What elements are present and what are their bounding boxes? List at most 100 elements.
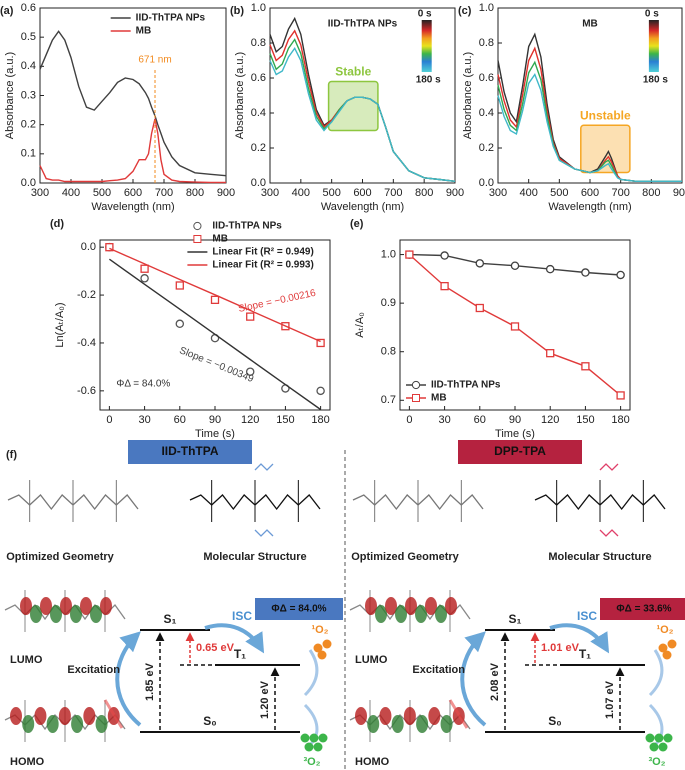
light-beam [448, 699, 469, 729]
x-tick-label: 300 [261, 187, 279, 199]
annotation: Slope = −0.00349 [178, 345, 256, 385]
marker [545, 264, 555, 274]
x-tick-label: 0 [406, 414, 412, 426]
x-axis-label: Time (s) [495, 428, 535, 440]
series-line [108, 258, 322, 411]
marker [175, 319, 185, 329]
gap-t1-s0: 1.20 eV [259, 680, 271, 719]
scheme-right: DPP-TPA Optimized Geometry Molecular Struc… [349, 440, 685, 768]
geometry-caption: Optimized Geometry [351, 551, 459, 563]
orbital [58, 707, 71, 725]
colorbar [648, 20, 659, 72]
orbital [46, 715, 59, 733]
orbital [355, 707, 367, 725]
legend-label: MB [431, 393, 447, 404]
x-axis-label: Wavelength (nm) [548, 201, 631, 213]
o2-dot [300, 733, 310, 743]
t1-label: T₁ [579, 647, 591, 661]
orbital [80, 597, 92, 615]
x-tick-label: 180 [311, 414, 329, 426]
phi-box [255, 598, 343, 620]
orbital [385, 597, 397, 615]
x-tick-label: 180 [611, 414, 629, 426]
title-box [458, 440, 582, 464]
o2-dot [662, 650, 672, 660]
o2-dot [322, 639, 332, 649]
peak-label: 671 nm [138, 55, 171, 66]
legend-label: IID-ThTPA NPs [212, 221, 282, 232]
legend-label: IID-ThTPA NPs [431, 380, 501, 391]
title-box [128, 440, 252, 464]
x-tick-label: 500 [550, 187, 568, 199]
y-tick-label: 0.9 [381, 297, 396, 309]
excitation-arrow [460, 631, 487, 727]
x-tick-label: 120 [241, 414, 259, 426]
isc-arrow [204, 623, 265, 654]
y-tick-label: 0.6 [251, 72, 266, 84]
colorbar-label: 180 s [643, 75, 668, 86]
o2-dot [309, 733, 319, 743]
orbital [416, 715, 429, 733]
orbital [403, 707, 416, 725]
side-chain [599, 463, 619, 537]
marker [616, 391, 625, 400]
panel-label: (d) [50, 218, 64, 230]
x-axis-label: Time (s) [195, 428, 235, 440]
marker [616, 270, 625, 280]
orbital [379, 707, 392, 725]
y-axis-label: Aₜ/A₀ [354, 312, 366, 338]
orbital [365, 597, 377, 615]
marker [140, 264, 149, 273]
orbital [60, 597, 72, 615]
y-tick-label: 0.8 [381, 346, 396, 358]
marker [440, 281, 449, 291]
gap-s1-s0: 1.85 eV [144, 662, 156, 701]
light-beam [103, 699, 124, 729]
x-tick-label: 300 [31, 187, 49, 199]
marker [475, 259, 485, 268]
y-tick-label: 0.4 [479, 107, 494, 119]
y-tick-label: 0.3 [21, 89, 36, 101]
marker [405, 250, 414, 259]
x-tick-label: 90 [209, 414, 221, 426]
y-axis-label: Ln(Aₜ/A₀) [54, 302, 66, 347]
marker [210, 295, 220, 305]
o2-dot [667, 639, 677, 649]
scheme-left: IID-ThTPA Optimized Geometry Molecular Str… [4, 440, 343, 768]
y-tick-label: 0.0 [21, 177, 36, 189]
triplet-o2: ³O₂ [303, 756, 320, 768]
legend-marker [412, 394, 420, 402]
x-tick-label: 30 [138, 414, 150, 426]
s1-label: S₁ [164, 612, 177, 626]
x-tick-label: 120 [541, 414, 559, 426]
series-line [497, 46, 682, 182]
x-tick-label: 60 [474, 414, 486, 426]
colorbar-label: 0 s [418, 9, 432, 20]
y-tick-label: -0.4 [77, 337, 96, 349]
legend-marker [193, 221, 202, 231]
structure-caption: Molecular Structure [548, 551, 651, 563]
marker [581, 268, 590, 277]
marker [140, 274, 149, 283]
y-tick-label: 1.0 [479, 2, 494, 14]
series-line [109, 247, 321, 343]
marker [546, 349, 555, 358]
o2-dot [304, 742, 314, 752]
x-tick-label: 150 [276, 414, 294, 426]
o2-dot [317, 650, 327, 660]
y-tick-label: 1.0 [251, 2, 266, 14]
series-line [39, 30, 227, 177]
y-tick-label: 0.0 [81, 241, 96, 253]
x-tick-label: 150 [576, 414, 594, 426]
y-tick-label: 1.0 [381, 248, 396, 260]
panel-label: (f) [6, 449, 17, 461]
x-tick-label: 400 [519, 187, 537, 199]
series-line [269, 46, 456, 182]
panel-label: (c) [458, 5, 472, 17]
legend-label: MB [136, 26, 152, 37]
legend-label: Linear Fit (R² = 0.949) [212, 247, 313, 258]
phi-label: ΦΔ = 84.0% [271, 604, 326, 615]
orbital [10, 707, 22, 725]
scheme-title: IID-ThTPA [161, 444, 218, 458]
orbital [100, 597, 112, 615]
